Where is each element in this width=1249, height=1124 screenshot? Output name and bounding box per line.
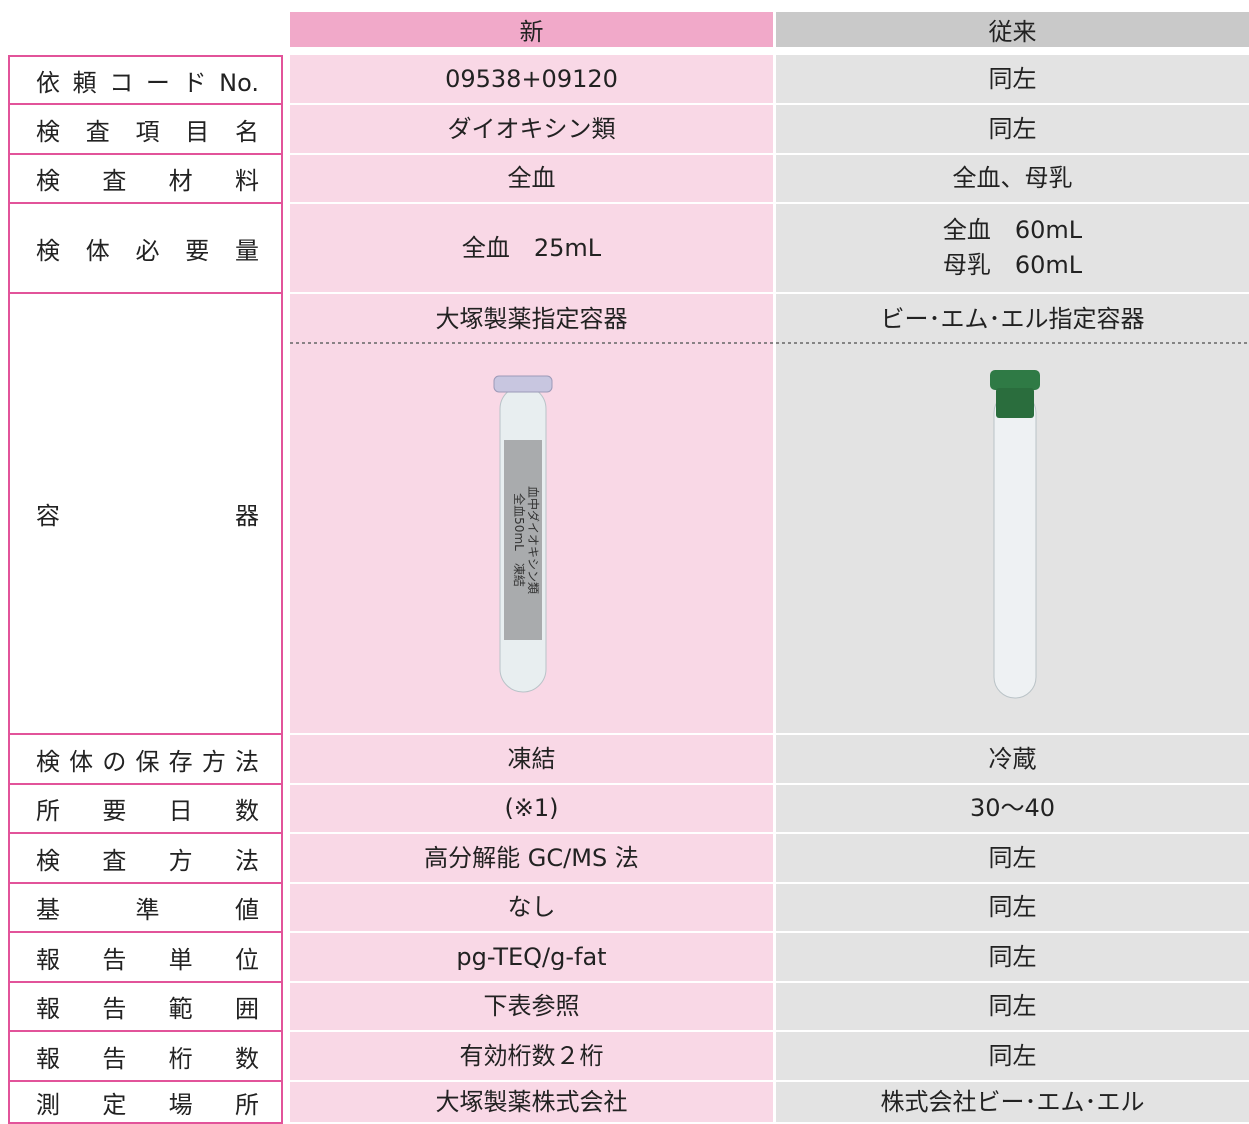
label-text: 検体の保存方法 <box>36 747 259 776</box>
cell-text: ダイオキシン類 <box>447 114 616 143</box>
cell-old: 株式会社ビー･エム･エル <box>776 1082 1249 1122</box>
cell-text: 同左 <box>988 1041 1037 1070</box>
cell-text: 同左 <box>988 992 1037 1021</box>
cell-old: 冷蔵 <box>776 735 1249 783</box>
cell-text: 同左 <box>988 843 1037 872</box>
cell-text: 母乳 60mL <box>942 251 1083 279</box>
row-label: 検査項目名 <box>8 105 283 155</box>
label-text: 容器 <box>36 502 259 530</box>
cell-text: 同左 <box>988 64 1037 93</box>
label-text: 検査項目名 <box>36 117 259 146</box>
cell-text: (※1) <box>504 794 559 823</box>
cell-text: pg-TEQ/g-fat <box>456 942 607 971</box>
cell-text: 凍結 <box>507 744 556 773</box>
row-label: 依頼コードNo. <box>8 55 283 105</box>
cell-text: 冷蔵 <box>988 744 1037 773</box>
label-text: 基準値 <box>36 896 259 924</box>
cell-old: 同左 <box>776 1032 1249 1080</box>
cell-text: 同左 <box>988 893 1037 922</box>
label-text: 報告範囲 <box>36 995 259 1023</box>
cell-old: 同左 <box>776 55 1249 103</box>
row-label: 検体の保存方法 <box>8 735 283 785</box>
cell-new: 大塚製薬指定容器 <box>290 294 773 733</box>
cell-text: 同左 <box>988 942 1037 971</box>
label-text: 検査方法 <box>36 846 259 875</box>
label-text: 依頼コードNo. <box>36 68 259 97</box>
cell-new: 大塚製薬株式会社 <box>290 1082 773 1122</box>
header-new: 新 <box>290 12 773 47</box>
row-label: 報告単位 <box>8 933 283 983</box>
cell-new: pg-TEQ/g-fat <box>290 933 773 981</box>
cell-new: 有効桁数２桁 <box>290 1032 773 1080</box>
row-label: 容器 <box>8 294 283 735</box>
row-label: 測定場所 <box>8 1082 283 1124</box>
cell-text: 下表参照 <box>483 992 580 1021</box>
row-label: 報告桁数 <box>8 1032 283 1082</box>
cell-text: 全血 25mL <box>461 233 602 262</box>
row-label: 所要日数 <box>8 785 283 834</box>
cell-new: 高分解能 GC/MS 法 <box>290 834 773 882</box>
cell-old: 同左 <box>776 983 1249 1030</box>
cell-text: 30〜40 <box>969 794 1056 823</box>
cell-new: 全血 <box>290 155 773 202</box>
cell-text: 09538+09120 <box>445 64 618 93</box>
cell-text: 有効桁数２桁 <box>459 1041 604 1070</box>
row-label: 報告範囲 <box>8 983 283 1032</box>
cell-new: なし <box>290 884 773 931</box>
cell-text: ビー･エム･エル指定容器 <box>880 305 1145 333</box>
cell-old: 同左 <box>776 933 1249 981</box>
row-label: 検体必要量 <box>8 204 283 294</box>
cell-old: 同左 <box>776 834 1249 882</box>
cell-new: 全血 25mL <box>290 204 773 292</box>
cell-old: 同左 <box>776 884 1249 931</box>
cell-text: 全血 <box>507 164 556 193</box>
cell-new: ダイオキシン類 <box>290 105 773 153</box>
cell-text: 株式会社ビー･エム･エル <box>880 1087 1145 1116</box>
header-old: 従来 <box>776 12 1249 47</box>
cell-text: なし <box>507 893 556 922</box>
cell-new: 凍結 <box>290 735 773 783</box>
cell-text: 大塚製薬株式会社 <box>435 1087 628 1116</box>
cell-text: 大塚製薬指定容器 <box>435 305 628 333</box>
cell-old: 同左 <box>776 105 1249 153</box>
cell-new: 09538+09120 <box>290 55 773 103</box>
label-text: 検体必要量 <box>36 236 259 265</box>
label-text: 測定場所 <box>36 1090 259 1119</box>
row-label: 検査材料 <box>8 155 283 204</box>
cell-old: 全血、母乳 <box>776 155 1249 202</box>
cell-old: ビー･エム･エル指定容器 <box>776 294 1249 733</box>
cell-new: 下表参照 <box>290 983 773 1030</box>
cell-text: 高分解能 GC/MS 法 <box>424 843 639 872</box>
cell-text: 同左 <box>988 114 1037 143</box>
cell-old: 全血 60mL 母乳 60mL <box>776 204 1249 292</box>
label-text: 所要日数 <box>36 797 259 825</box>
label-text: 報告桁数 <box>36 1044 259 1073</box>
row-label: 基準値 <box>8 884 283 933</box>
label-text: 報告単位 <box>36 945 259 974</box>
cell-new: (※1) <box>290 785 773 832</box>
cell-old: 30〜40 <box>776 785 1249 832</box>
label-text: 検査材料 <box>36 167 259 195</box>
cell-text: 全血、母乳 <box>952 164 1073 193</box>
row-label: 検査方法 <box>8 834 283 884</box>
cell-text: 全血 60mL <box>942 216 1083 245</box>
